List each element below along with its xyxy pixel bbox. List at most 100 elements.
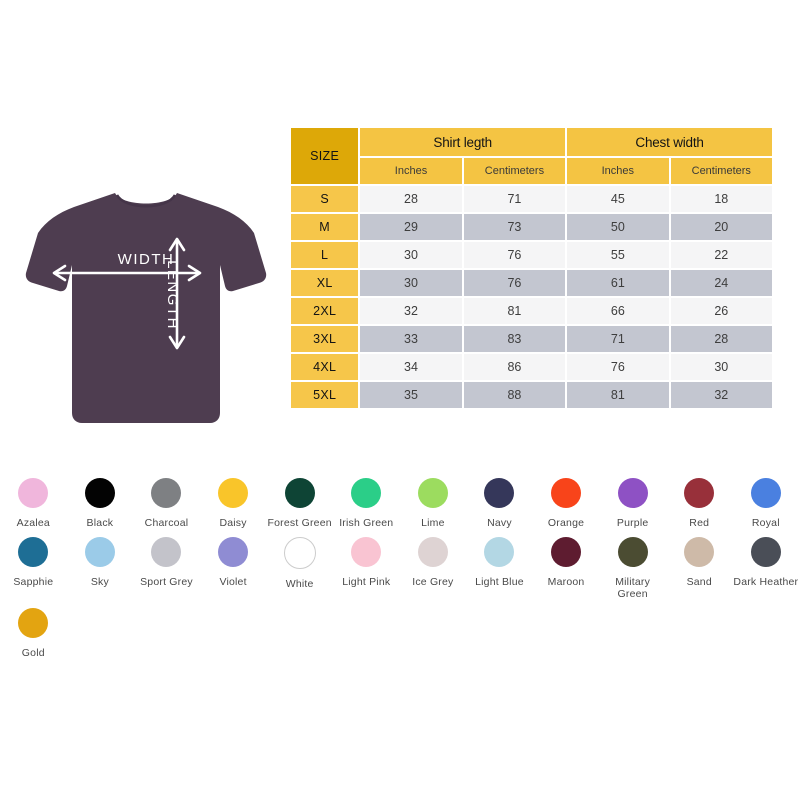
color-swatch-dot[interactable]	[684, 537, 715, 567]
color-swatch-item[interactable]: Navy	[466, 478, 533, 529]
color-swatch-label: Sapphie	[13, 576, 54, 588]
color-swatch-item[interactable]: Sand	[666, 537, 733, 600]
width-arrow	[52, 264, 202, 282]
color-swatch-dot[interactable]	[551, 537, 582, 567]
color-swatch-dot[interactable]	[84, 537, 115, 567]
color-swatch-item[interactable]: Maroon	[533, 537, 600, 600]
header-size: SIZE	[291, 128, 359, 184]
color-swatch-item[interactable]: Ice Grey	[400, 537, 467, 600]
header-length-centimeters: Centimeters	[463, 158, 566, 184]
cell-size-label: 3XL	[291, 326, 359, 352]
color-swatch-label: Navy	[487, 517, 512, 529]
color-swatch-dot[interactable]	[218, 478, 249, 508]
swatch-row: Sapphie Sky Sport Grey Violet White Light Pin…	[0, 537, 800, 600]
color-swatch-dot[interactable]	[551, 478, 582, 508]
table-row: XL 30 76 61 24	[291, 270, 772, 296]
table-header-group-row: SIZE Shirt legth Chest width	[291, 128, 772, 184]
color-swatch-item[interactable]: Gold	[0, 608, 67, 659]
color-swatch-item[interactable]: Azalea	[0, 478, 67, 529]
color-swatch-label: Light Blue	[475, 576, 524, 588]
cell-measurement: 61	[567, 270, 669, 296]
color-swatch-item[interactable]: Sapphie	[0, 537, 67, 600]
color-swatch-item[interactable]: Military Green	[599, 537, 666, 600]
cell-measurement: 73	[463, 214, 566, 240]
cell-measurement: 86	[463, 354, 566, 380]
color-swatch-item[interactable]: White	[266, 537, 333, 600]
cell-measurement: 55	[567, 242, 669, 268]
color-swatch-dot[interactable]	[417, 478, 448, 508]
color-swatch-item[interactable]: Sky	[67, 537, 134, 600]
color-swatch-item[interactable]: Light Pink	[333, 537, 400, 600]
cell-measurement: 30	[360, 270, 462, 296]
color-swatch-dot[interactable]	[484, 537, 515, 567]
color-swatch-dot[interactable]	[18, 608, 49, 638]
swatch-row: Azalea Black Charcoal Daisy Forest Green Iris…	[0, 478, 800, 529]
cell-measurement: 24	[670, 270, 772, 296]
cell-measurement: 76	[463, 242, 566, 268]
color-swatch-item[interactable]: Red	[666, 478, 733, 529]
color-swatch-item[interactable]: Violet	[200, 537, 267, 600]
color-swatch-dot[interactable]	[84, 478, 115, 508]
color-swatch-item[interactable]: Royal	[733, 478, 800, 529]
color-swatch-item[interactable]: Sport Grey	[133, 537, 200, 600]
table-row: 4XL 34 86 76 30	[291, 354, 772, 380]
color-swatch-item[interactable]: Lime	[400, 478, 467, 529]
table-header-unit-row: Inches Centimeters Inches Centimeters	[291, 158, 772, 184]
color-swatch-dot[interactable]	[18, 537, 49, 567]
table-header: SIZE Shirt legth Chest width Inches Cent…	[291, 128, 772, 184]
color-swatch-item[interactable]: Charcoal	[133, 478, 200, 529]
header-chest-inches: Inches	[567, 158, 669, 184]
color-swatch-item[interactable]: Purple	[599, 478, 666, 529]
color-swatch-item[interactable]: Dark Heather	[733, 537, 800, 600]
width-label: WIDTH	[118, 251, 175, 268]
table-row: 5XL 35 88 81 32	[291, 382, 772, 408]
color-swatch-dot[interactable]	[750, 537, 781, 567]
color-swatch-item[interactable]: Forest Green	[266, 478, 333, 529]
color-swatch-label: Irish Green	[339, 517, 394, 529]
color-swatch-dot[interactable]	[417, 537, 448, 567]
color-swatch-dot[interactable]	[151, 537, 182, 567]
color-swatch-dot[interactable]	[617, 537, 648, 567]
cell-measurement: 71	[463, 186, 566, 212]
shirt-illustration: WIDTH LENGTH	[25, 193, 267, 423]
cell-size-label: M	[291, 214, 359, 240]
color-swatch-item[interactable]: Orange	[533, 478, 600, 529]
color-swatch-dot[interactable]	[684, 478, 715, 508]
cell-measurement: 35	[360, 382, 462, 408]
color-swatch-label: Orange	[547, 517, 585, 529]
color-swatch-item[interactable]: Light Blue	[466, 537, 533, 600]
color-swatch-dot[interactable]	[218, 537, 249, 567]
color-swatch-dot[interactable]	[750, 478, 781, 508]
cell-measurement: 83	[463, 326, 566, 352]
color-swatch-item[interactable]: Daisy	[200, 478, 267, 529]
table-row: L 30 76 55 22	[291, 242, 772, 268]
length-label: LENGTH	[164, 260, 181, 330]
cell-measurement: 34	[360, 354, 462, 380]
color-swatch-item[interactable]: Black	[67, 478, 134, 529]
cell-measurement: 28	[360, 186, 462, 212]
color-swatch-label: Ice Grey	[412, 576, 454, 588]
color-swatch-dot[interactable]	[351, 537, 382, 567]
cell-measurement: 26	[670, 298, 772, 324]
cell-measurement: 81	[463, 298, 566, 324]
color-swatch-label: Sport Grey	[140, 576, 193, 588]
length-arrow	[168, 237, 186, 350]
color-swatch-dot[interactable]	[351, 478, 382, 508]
cell-measurement: 81	[567, 382, 669, 408]
color-swatch-dot[interactable]	[151, 478, 182, 508]
color-swatch-dot[interactable]	[484, 478, 515, 508]
color-swatch-label: Daisy	[219, 517, 247, 529]
table-row: S 28 71 45 18	[291, 186, 772, 212]
cell-measurement: 22	[670, 242, 772, 268]
color-swatch-label: Military Green	[615, 576, 651, 600]
header-shirt-length: Shirt legth	[360, 128, 566, 156]
color-swatch-dot[interactable]	[284, 478, 315, 508]
color-swatch-label: Forest Green	[267, 517, 332, 529]
color-swatch-item[interactable]: Irish Green	[333, 478, 400, 529]
color-swatch-dot[interactable]	[283, 537, 316, 569]
color-swatch-label: Red	[689, 517, 710, 529]
color-swatch-dot[interactable]	[18, 478, 49, 508]
cell-measurement: 76	[463, 270, 566, 296]
color-swatch-dot[interactable]	[617, 478, 648, 508]
color-swatch-label: Purple	[616, 517, 649, 529]
